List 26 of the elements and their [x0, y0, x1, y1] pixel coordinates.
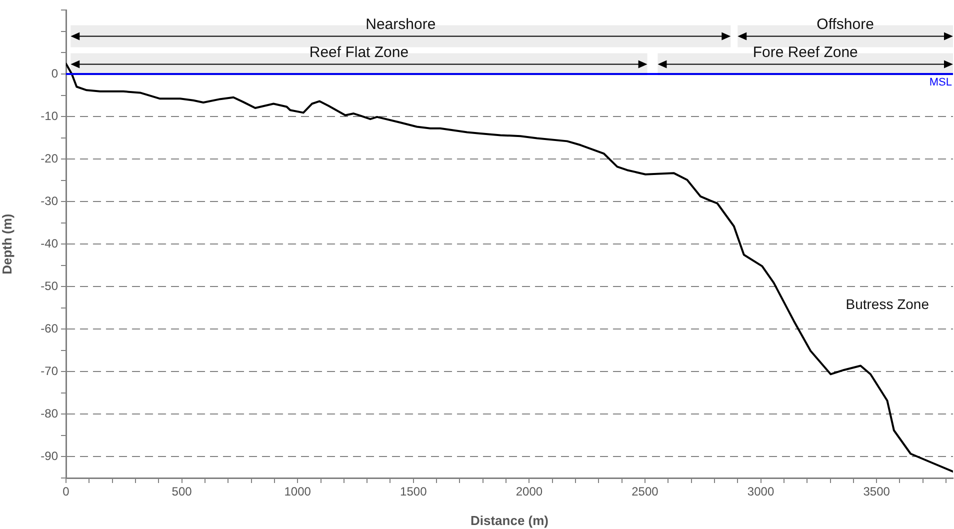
y-tick-label: -50 [40, 278, 58, 293]
y-tick-label: -70 [40, 364, 58, 378]
band-label: Reef Flat Zone [309, 44, 409, 61]
y-tick-label: -30 [40, 194, 58, 208]
x-tick-label: 3500 [863, 484, 890, 499]
x-tick-label: 500 [172, 484, 192, 499]
y-axis-title: Depth (m) [0, 214, 14, 274]
y-tick-label: -60 [40, 321, 58, 336]
y-tick-label: -90 [40, 449, 58, 464]
x-tick-label: 1500 [400, 484, 428, 499]
x-tick-label: 3000 [747, 484, 774, 499]
x-axis-title: Distance (m) [470, 512, 549, 528]
band-label: Nearshore [366, 16, 436, 33]
annotation: Butress Zone [846, 296, 930, 312]
y-tick-label: 0 [51, 66, 58, 80]
x-tick-label: 2500 [632, 484, 659, 499]
x-tick-label: 0 [62, 484, 70, 499]
y-tick-label: -10 [40, 108, 58, 123]
band-label: Fore Reef Zone [752, 44, 858, 61]
y-tick-label: -40 [40, 236, 58, 250]
band-label: Offshore [816, 16, 874, 33]
y-tick-label: -20 [40, 151, 58, 166]
x-tick-label: 1000 [284, 484, 312, 499]
x-tick-label: 2000 [516, 484, 543, 499]
y-tick-label: -80 [40, 406, 58, 421]
ref-line-label: MSL [929, 76, 952, 89]
